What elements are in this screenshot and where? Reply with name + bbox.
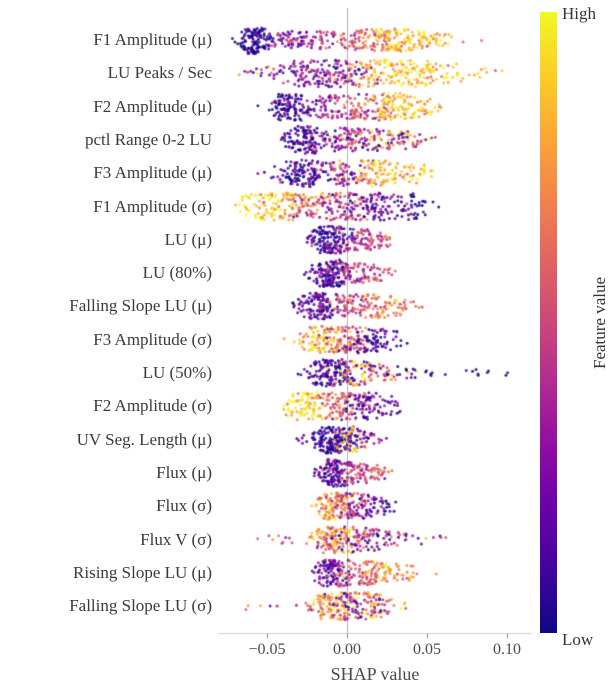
feature-label: Rising Slope LU (μ) (73, 562, 212, 582)
feature-label: pctl Range 0-2 LU (85, 129, 212, 149)
colorbar-gradient (540, 12, 557, 633)
feature-label: F1 Amplitude (μ) (93, 30, 212, 49)
x-tick-label: 0.10 (493, 641, 521, 658)
x-axis-title: SHAP value (330, 664, 420, 684)
feature-label: F3 Amplitude (μ) (93, 163, 212, 183)
colorbar-low-label: Low (562, 630, 594, 649)
feature-label: LU (80%) (142, 263, 212, 283)
feature-label: LU (50%) (142, 363, 212, 382)
x-tick-label: −0.05 (248, 641, 286, 658)
feature-label: Flux (σ) (156, 496, 212, 516)
feature-label: Flux (μ) (156, 462, 212, 482)
x-tick-label: 0.00 (333, 641, 361, 658)
feature-label: F1 Amplitude (σ) (93, 196, 212, 216)
colorbar-high-label: High (562, 4, 596, 23)
feature-label: F2 Amplitude (μ) (93, 96, 212, 116)
feature-label: Falling Slope LU (μ) (69, 296, 212, 316)
feature-label: LU Peaks / Sec (107, 63, 212, 83)
feature-label: UV Seg. Length (μ) (76, 429, 212, 449)
feature-label: F2 Amplitude (σ) (93, 396, 212, 416)
feature-label: Falling Slope LU (σ) (69, 596, 212, 616)
feature-label: Flux V (σ) (140, 529, 212, 549)
feature-label: F3 Amplitude (σ) (93, 329, 212, 349)
feature-label: LU (μ) (164, 229, 212, 249)
x-tick-label: 0.05 (413, 641, 441, 658)
colorbar-title: Feature value (590, 276, 609, 369)
